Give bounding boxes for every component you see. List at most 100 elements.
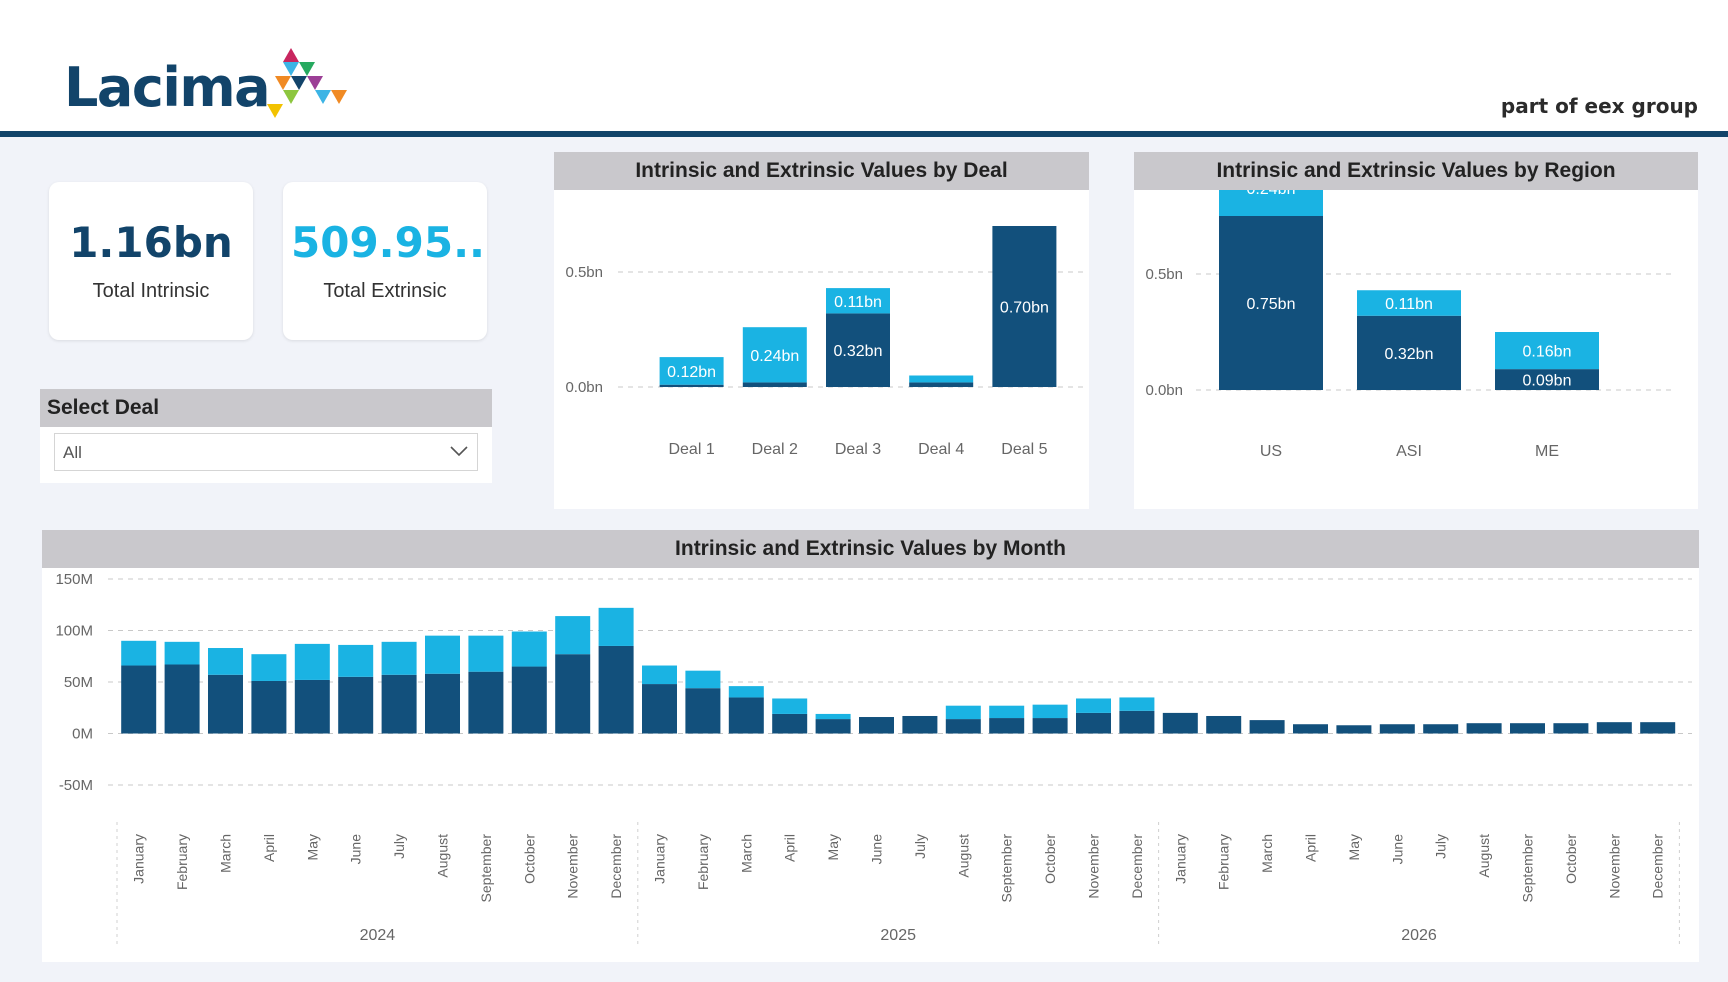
- x-tick-label: June: [869, 834, 885, 865]
- x-tick-label: November: [1606, 834, 1622, 899]
- x-tick-label: August: [435, 834, 451, 878]
- bar-extrinsic[interactable]: [251, 654, 287, 681]
- chevron-down-icon: [450, 446, 468, 457]
- bar-extrinsic[interactable]: [815, 713, 851, 720]
- x-tick-label: December: [608, 834, 624, 899]
- bar-intrinsic[interactable]: [511, 666, 547, 734]
- bar-extrinsic[interactable]: [1219, 190, 1323, 216]
- bar-extrinsic[interactable]: [338, 644, 374, 677]
- bar-extrinsic[interactable]: [659, 357, 724, 385]
- x-tick-label: February: [695, 834, 711, 890]
- bar-intrinsic[interactable]: [1249, 720, 1285, 734]
- y-tick-label: 50M: [64, 674, 93, 691]
- bar-extrinsic[interactable]: [1495, 332, 1599, 370]
- bar-intrinsic[interactable]: [251, 680, 287, 734]
- bar-intrinsic[interactable]: [338, 676, 374, 734]
- bar-intrinsic[interactable]: [1032, 718, 1068, 734]
- bar-intrinsic[interactable]: [728, 697, 764, 734]
- header-bar: Lacima part of eex group: [0, 0, 1728, 131]
- bar-intrinsic[interactable]: [1379, 724, 1415, 734]
- y-tick-label: -50M: [59, 777, 93, 794]
- data-label-extrinsic: 0.11bn: [834, 294, 882, 311]
- bar-intrinsic[interactable]: [945, 719, 981, 734]
- bar-intrinsic[interactable]: [555, 654, 591, 734]
- bar-extrinsic[interactable]: [381, 641, 417, 675]
- y-tick-label: 0.0bn: [1145, 382, 1183, 399]
- kpi-value: 509.95..: [291, 218, 485, 267]
- bar-extrinsic[interactable]: [728, 686, 764, 698]
- bar-intrinsic[interactable]: [659, 384, 724, 387]
- bar-intrinsic[interactable]: [468, 671, 504, 734]
- bar-extrinsic[interactable]: [642, 665, 677, 685]
- bar-intrinsic[interactable]: [1495, 369, 1599, 390]
- bar-intrinsic[interactable]: [121, 665, 157, 734]
- bar-intrinsic[interactable]: [815, 719, 851, 734]
- kpi-card-total-extrinsic[interactable]: 509.95.. Total Extrinsic: [283, 182, 487, 340]
- data-label-intrinsic: 0.32bn: [834, 343, 883, 360]
- bar-intrinsic[interactable]: [772, 713, 808, 734]
- deal-dropdown[interactable]: All: [54, 433, 478, 471]
- bar-extrinsic[interactable]: [742, 327, 807, 383]
- bar-extrinsic[interactable]: [425, 635, 460, 674]
- bar-intrinsic[interactable]: [1596, 722, 1632, 734]
- bar-extrinsic[interactable]: [909, 375, 974, 383]
- bar-intrinsic[interactable]: [164, 664, 200, 734]
- bar-intrinsic[interactable]: [1510, 723, 1545, 734]
- bar-extrinsic[interactable]: [164, 641, 200, 665]
- bar-extrinsic[interactable]: [685, 670, 721, 689]
- bar-intrinsic[interactable]: [598, 645, 634, 734]
- bar-extrinsic[interactable]: [121, 640, 157, 666]
- bar-extrinsic[interactable]: [989, 705, 1025, 719]
- bar-extrinsic[interactable]: [555, 616, 591, 655]
- bar-extrinsic[interactable]: [1032, 704, 1068, 719]
- bar-extrinsic[interactable]: [1076, 698, 1111, 713]
- y-tick-label: 0.0bn: [565, 379, 603, 396]
- bar-intrinsic[interactable]: [1076, 712, 1111, 734]
- x-tick-label: March: [738, 834, 754, 873]
- bar-intrinsic[interactable]: [989, 718, 1025, 734]
- bar-intrinsic[interactable]: [1293, 724, 1328, 734]
- bar-intrinsic[interactable]: [1219, 216, 1323, 390]
- bar-intrinsic[interactable]: [685, 688, 721, 734]
- bar-extrinsic[interactable]: [294, 643, 330, 680]
- bar-extrinsic[interactable]: [468, 635, 504, 672]
- bar-intrinsic[interactable]: [1336, 725, 1372, 734]
- bar-intrinsic[interactable]: [1640, 722, 1676, 734]
- bar-intrinsic[interactable]: [1466, 723, 1502, 734]
- bar-intrinsic[interactable]: [208, 674, 243, 734]
- bar-intrinsic[interactable]: [826, 313, 890, 387]
- bar-extrinsic[interactable]: [826, 288, 890, 314]
- x-tick-label: December: [1650, 834, 1666, 899]
- bar-intrinsic[interactable]: [1357, 315, 1461, 390]
- year-label: 2025: [880, 927, 916, 944]
- x-tick-label: January: [131, 834, 147, 884]
- bar-intrinsic[interactable]: [425, 673, 460, 734]
- bar-extrinsic[interactable]: [945, 705, 981, 720]
- bar-intrinsic[interactable]: [294, 679, 330, 734]
- bar-intrinsic[interactable]: [859, 717, 894, 734]
- bar-intrinsic[interactable]: [1553, 723, 1589, 734]
- bar-intrinsic[interactable]: [992, 226, 1057, 387]
- chart-panel-by-deal: Intrinsic and Extrinsic Values by Deal I…: [554, 152, 1089, 509]
- bar-intrinsic[interactable]: [1423, 724, 1459, 734]
- x-tick-label: September: [478, 834, 494, 903]
- kpi-card-total-intrinsic[interactable]: 1.16bn Total Intrinsic: [49, 182, 253, 340]
- chart-title: Intrinsic and Extrinsic Values by Region: [1134, 152, 1698, 190]
- bar-intrinsic[interactable]: [642, 684, 677, 734]
- x-tick-label: July: [391, 834, 407, 859]
- bar-intrinsic[interactable]: [742, 382, 807, 387]
- bar-intrinsic[interactable]: [1162, 712, 1198, 734]
- bar-extrinsic[interactable]: [208, 648, 243, 675]
- bar-extrinsic[interactable]: [772, 698, 808, 714]
- bar-extrinsic[interactable]: [1357, 290, 1461, 316]
- bar-extrinsic[interactable]: [1119, 697, 1155, 711]
- bar-intrinsic[interactable]: [909, 382, 974, 387]
- bar-intrinsic[interactable]: [902, 715, 938, 734]
- bar-extrinsic[interactable]: [598, 607, 634, 646]
- bar-intrinsic[interactable]: [381, 674, 417, 734]
- bar-extrinsic[interactable]: [511, 631, 547, 667]
- bar-intrinsic[interactable]: [1119, 710, 1155, 734]
- bar-intrinsic[interactable]: [1206, 715, 1242, 734]
- year-label: 2024: [360, 927, 396, 944]
